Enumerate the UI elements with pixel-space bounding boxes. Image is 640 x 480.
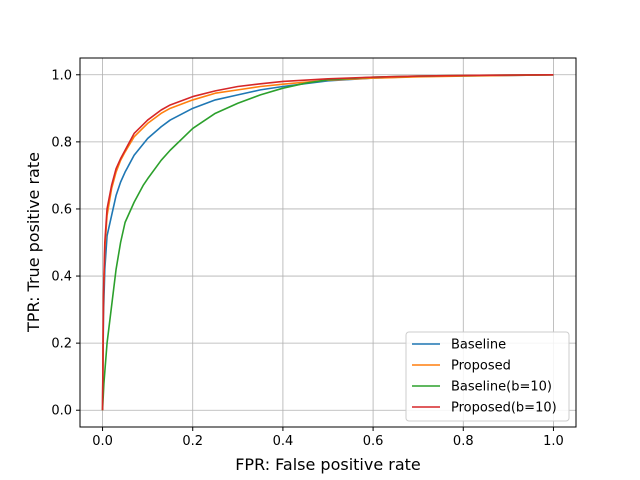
y-tick-label: 0.0 bbox=[51, 404, 72, 419]
grid bbox=[80, 58, 576, 427]
plot-frame bbox=[79, 57, 577, 428]
y-tick-label: 0.8 bbox=[51, 135, 72, 150]
x-tick-label: 0.4 bbox=[273, 434, 294, 449]
legend-label: Baseline(b=10) bbox=[451, 380, 552, 395]
x-tick-label: 0.2 bbox=[182, 434, 203, 449]
series-line-3 bbox=[101, 73, 554, 411]
y-tick-label: 1.0 bbox=[51, 68, 72, 83]
legend-box bbox=[405, 331, 570, 422]
legend-label: Baseline bbox=[451, 338, 506, 353]
y-tick-label: 0.4 bbox=[51, 270, 72, 285]
x-tick-label: 0.6 bbox=[363, 434, 384, 449]
series-lines bbox=[101, 73, 554, 411]
series-line-1 bbox=[101, 73, 554, 411]
y-tick-label: 0.6 bbox=[51, 202, 72, 217]
y-tick-label: 0.2 bbox=[51, 337, 72, 352]
legend: Baseline Proposed Baseline(b=10) Proposed(b… bbox=[405, 331, 570, 422]
x-tick-label: 0.8 bbox=[453, 434, 474, 449]
x-tick-label: 0.0 bbox=[92, 434, 113, 449]
x-tick-label: 1.0 bbox=[543, 434, 564, 449]
legend-label: Proposed bbox=[451, 359, 511, 374]
y-axis-label: TPR: True positive rate bbox=[24, 152, 43, 333]
x-axis-label: FPR: False positive rate bbox=[235, 455, 421, 474]
ticks: 0.0 0.2 0.4 0.6 0.8 1.0 0.0 0.2 0.4 0.6 0.8 1.0 bbox=[51, 68, 563, 449]
legend-label: Proposed(b=10) bbox=[451, 401, 557, 416]
